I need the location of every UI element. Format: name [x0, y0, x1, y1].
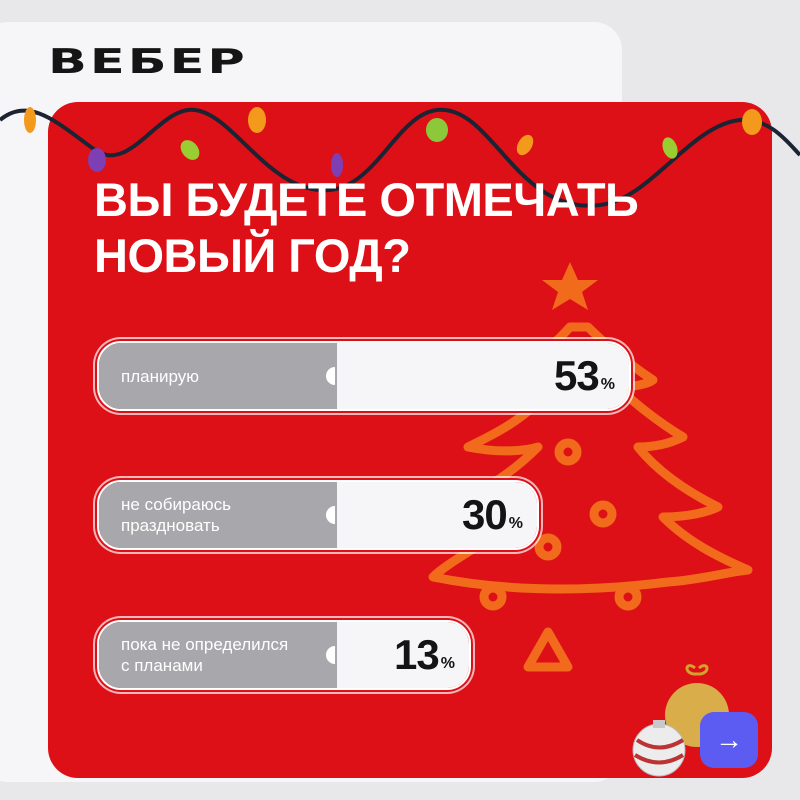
poll-value-unit: % [508, 515, 523, 532]
garland-lights-icon [0, 107, 800, 208]
poll-value-number: 53 [554, 352, 600, 399]
poll-option-label-line: планирую [121, 366, 199, 386]
poll-option-label: пока не определился с планами [99, 622, 344, 688]
poll-option-label: не собираюсь праздновать [99, 482, 344, 548]
poll-question-line: НОВЫЙ ГОД? [94, 229, 411, 282]
poll-option-label: планирую [99, 343, 344, 409]
poll-option-label-line: праздновать [121, 516, 220, 535]
poll-option-label-line: не собираюсь [121, 495, 231, 514]
poll-option-label-line: с планами [121, 656, 203, 675]
poll-value: 53% [337, 343, 629, 409]
poll-value-number: 13 [394, 631, 440, 678]
poll-value: 13% [337, 622, 469, 688]
arrow-right-icon: → [715, 724, 743, 755]
next-button[interactable]: → [700, 712, 758, 768]
poll-bar: планирую 53% [97, 341, 631, 411]
poll-value-unit: % [600, 376, 615, 393]
poll-value-number: 30 [462, 491, 508, 538]
poll-value: 30% [337, 482, 537, 548]
poll-value-unit: % [440, 655, 455, 672]
poll-question-line: ВЫ БУДЕТЕ ОТМЕЧАТЬ [94, 173, 639, 226]
poll-bar: пока не определился с планами 13% [97, 620, 471, 690]
poll-question: ВЫ БУДЕТЕ ОТМЕЧАТЬ НОВЫЙ ГОД? [94, 172, 639, 284]
brand-logo: ВЕБЕР [48, 42, 248, 82]
poll-bar: не собираюсь праздновать 30% [97, 480, 539, 550]
poll-option-label-line: пока не определился [121, 635, 289, 654]
